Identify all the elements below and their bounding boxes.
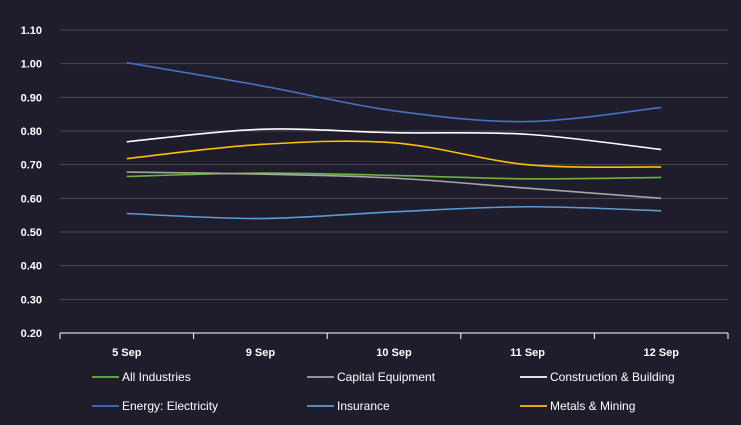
series-line-insurance xyxy=(126,205,662,220)
legend-label-insurance: Insurance xyxy=(337,399,390,413)
series-line-metals-mining xyxy=(126,140,662,169)
y-tick-label: 0.50 xyxy=(21,227,42,239)
y-tick-label: 0.30 xyxy=(21,294,42,306)
series-line-construction-building xyxy=(126,128,662,151)
series-lines xyxy=(126,61,662,220)
y-tick-label: 0.60 xyxy=(21,193,42,205)
y-tick-label: 0.90 xyxy=(21,92,42,104)
x-tick-label: 11 Sep xyxy=(510,347,545,359)
series-line-capital-equipment xyxy=(126,171,662,200)
x-tick-label: 9 Sep xyxy=(246,347,276,359)
gridlines xyxy=(60,29,728,300)
x-tick-label: 10 Sep xyxy=(376,347,412,359)
legend: All Industries Capital Equipment Construct… xyxy=(92,370,675,413)
y-tick-label: 1.10 xyxy=(21,25,42,37)
x-tick-label: 5 Sep xyxy=(112,347,142,359)
x-tick-label: 12 Sep xyxy=(643,347,679,359)
legend-label-metals-mining: Metals & Mining xyxy=(550,399,635,413)
y-tick-label: 0.20 xyxy=(21,328,42,340)
legend-label-all-industries: All Industries xyxy=(122,370,191,384)
legend-label-capital-equipment: Capital Equipment xyxy=(337,370,436,384)
legend-label-construction-building: Construction & Building xyxy=(550,370,675,384)
y-axis: 0.20 0.30 0.40 0.50 0.60 0.70 0.80 0.90 1.00 1.10 xyxy=(21,25,42,340)
y-tick-label: 0.70 xyxy=(21,160,42,172)
legend-label-energy-electricity: Energy: Electricity xyxy=(122,399,218,413)
series-line-energy-electricity xyxy=(126,61,662,123)
y-tick-label: 0.80 xyxy=(21,126,42,138)
y-tick-label: 0.40 xyxy=(21,261,42,273)
x-axis: 5 Sep 9 Sep 10 Sep 11 Sep 12 Sep xyxy=(59,332,729,359)
y-tick-label: 1.00 xyxy=(21,59,42,71)
